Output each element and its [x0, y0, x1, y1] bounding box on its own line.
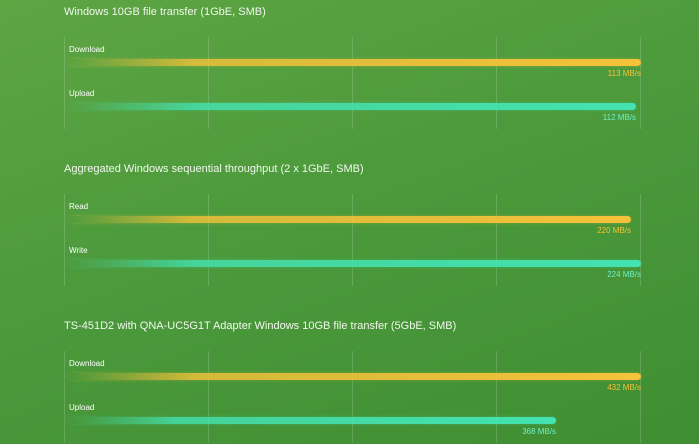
value-label: 432 MB/s: [607, 383, 641, 392]
grid-line: [496, 351, 497, 443]
series-label: Upload: [69, 89, 95, 98]
bar-download: [69, 59, 641, 66]
plot-area: Read 220 MB/s Write 224 MB/s: [64, 194, 641, 286]
grid-line: [352, 351, 353, 443]
grid-line: [640, 194, 641, 286]
chart-section: TS-451D2 with QNA-UC5G1T Adapter Windows…: [0, 320, 699, 443]
value-label: 112 MB/s: [602, 113, 636, 122]
series-label: Write: [69, 246, 88, 255]
grid-line: [352, 37, 353, 129]
bar-read: [69, 216, 631, 223]
bar-write: [69, 260, 641, 267]
series-label: Download: [69, 45, 105, 54]
bar-download: [69, 373, 641, 380]
value-label: 113 MB/s: [607, 69, 641, 78]
plot-area: Download 113 MB/s Upload 112 MB/s: [64, 37, 641, 129]
grid-line: [64, 37, 65, 129]
grid-line: [640, 37, 641, 129]
grid-line: [352, 194, 353, 286]
grid-line: [64, 351, 65, 443]
bar-upload: [69, 103, 636, 110]
grid-line: [64, 194, 65, 286]
bar-upload: [69, 417, 556, 424]
grid-line: [208, 351, 209, 443]
value-label: 224 MB/s: [607, 270, 641, 279]
series-label: Download: [69, 359, 105, 368]
grid-line: [496, 37, 497, 129]
series-label: Read: [69, 202, 89, 211]
grid-line: [208, 194, 209, 286]
plot-area: Download 432 MB/s Upload 368 MB/s: [64, 351, 641, 443]
grid-line: [640, 351, 641, 443]
value-label: 368 MB/s: [522, 427, 556, 436]
chart-title: TS-451D2 with QNA-UC5G1T Adapter Windows…: [64, 320, 457, 332]
grid-line: [208, 37, 209, 129]
grid-line: [496, 194, 497, 286]
chart-title: Aggregated Windows sequential throughput…: [64, 163, 364, 175]
chart-title: Windows 10GB file transfer (1GbE, SMB): [64, 6, 266, 18]
value-label: 220 MB/s: [597, 226, 631, 235]
series-label: Upload: [69, 403, 95, 412]
chart-section: Aggregated Windows sequential throughput…: [0, 163, 699, 286]
chart-section: Windows 10GB file transfer (1GbE, SMB) Do…: [0, 6, 699, 129]
